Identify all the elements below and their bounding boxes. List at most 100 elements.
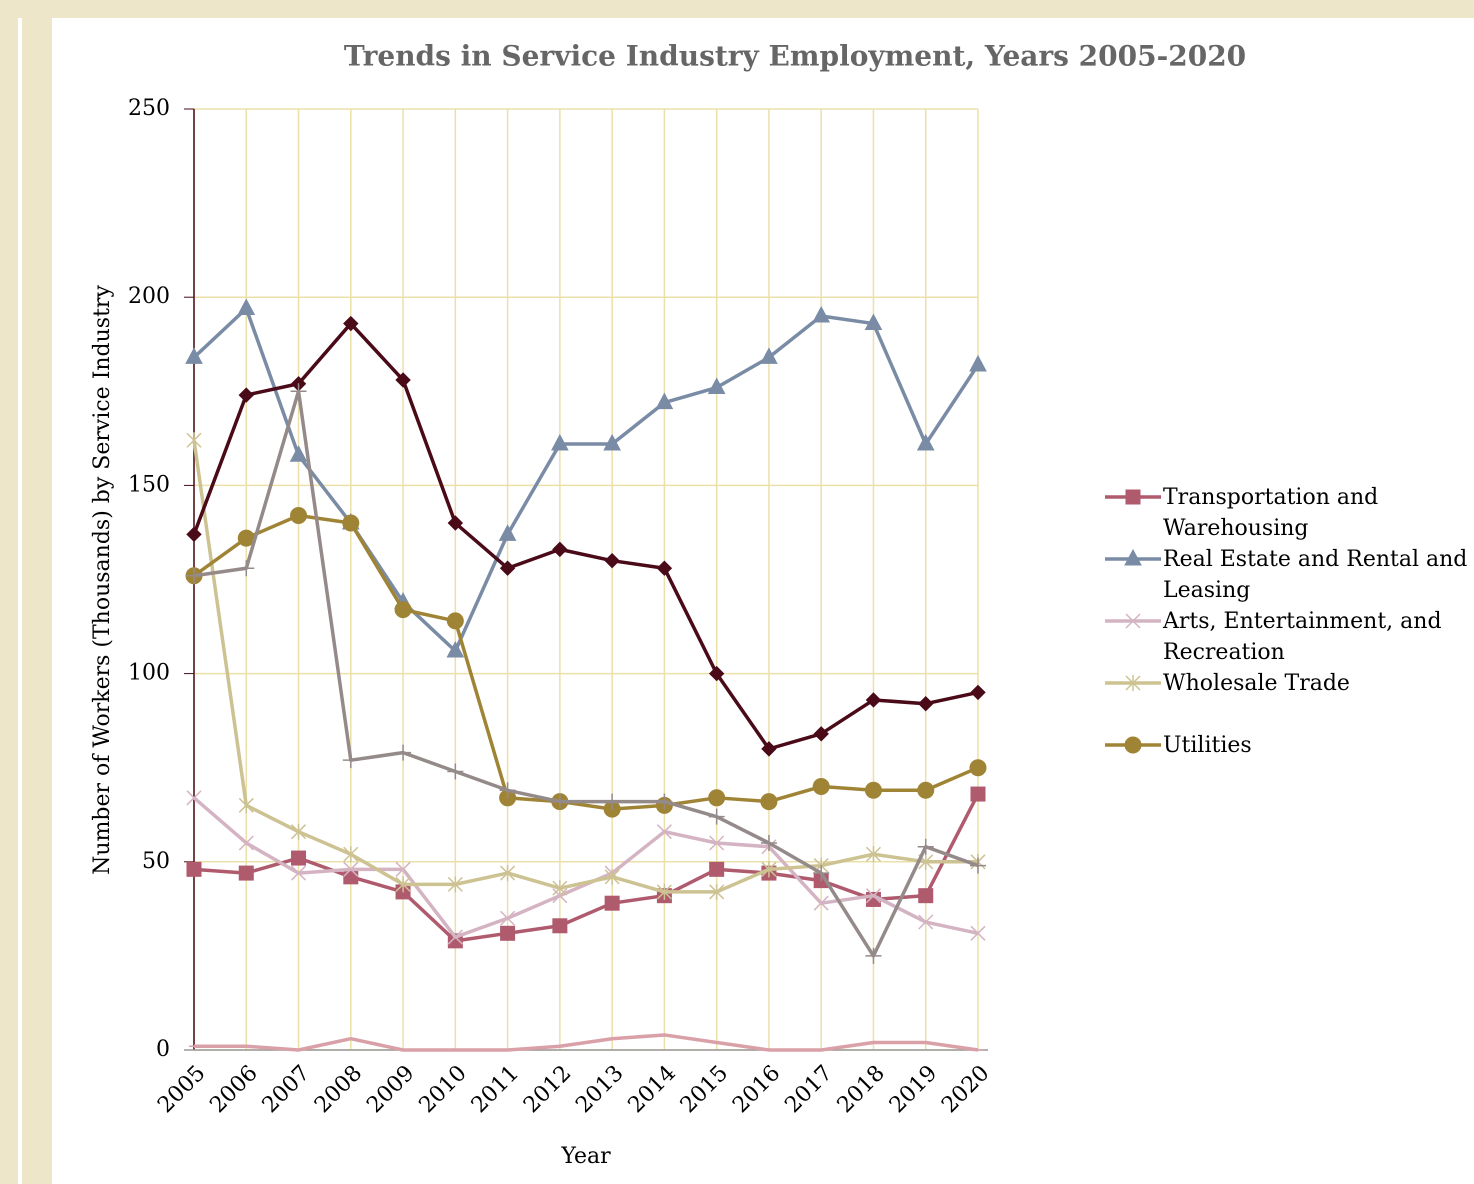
marker [916,433,935,451]
marker [864,313,883,331]
marker [604,552,620,569]
marker [969,354,987,372]
marker [604,868,620,885]
series-line [192,796,979,939]
x-tick-label: 2020 [937,1061,994,1118]
marker [447,929,463,945]
legend-item: Arts, Entertainment, and Recreation [1105,606,1474,668]
marker [1124,548,1142,566]
marker [1124,736,1142,754]
legend-label: Wholesale Trade [1163,671,1350,696]
y-tick-label: 50 [142,849,170,874]
marker [500,865,516,882]
marker [291,823,307,840]
marker [604,793,621,810]
x-tick-label: 2007 [258,1061,315,1118]
marker [498,524,517,541]
legend-swatch [1105,675,1161,691]
series-line [193,793,980,943]
legend-item: Real Estate and Rental and Leasing [1105,544,1474,606]
marker [655,392,674,410]
panel [52,18,1474,1184]
legend-swatch [1105,489,1161,505]
marker [760,347,778,364]
legend-swatch [1105,613,1161,629]
marker [970,925,986,941]
marker [1125,489,1141,505]
marker [1125,613,1141,629]
marker [970,684,986,701]
marker [813,865,830,882]
marker [552,541,568,558]
marker [500,925,516,941]
legend-item: Transportation and Warehousing [1105,482,1474,544]
marker [447,515,464,531]
x-tick-label: 2013 [571,1061,628,1118]
legend: Transportation and Warehousing Real Estat… [1105,482,1474,761]
x-tick-label: 2005 [153,1061,210,1118]
marker [760,834,777,851]
marker [709,861,725,877]
marker [551,433,569,451]
series-line [194,1033,979,1052]
marker [760,793,778,811]
marker [343,869,359,885]
marker [552,880,568,897]
y-tick-label: 200 [128,284,170,309]
legend-label: Arts, Entertainment, and Recreation [1163,609,1442,665]
marker [342,514,360,532]
marker [395,372,411,388]
marker [343,846,359,863]
marker [708,665,725,682]
marker [289,445,308,462]
marker [238,560,255,577]
x-tick-label: 2017 [780,1061,837,1118]
marker [447,763,464,780]
legend-label: Real Estate and Rental and Leasing [1163,547,1468,603]
marker [552,918,568,934]
marker [237,298,256,315]
marker [656,883,672,900]
marker [917,781,935,799]
legend-item: Wholesale Trade [1105,668,1474,699]
marker [865,692,882,708]
series-line [192,321,979,751]
marker [238,835,254,851]
x-tick-label: 2011 [467,1061,524,1118]
y-axis-title: Number of Workers (Thousands) by Service… [90,285,115,875]
y-tick-label: 150 [128,472,170,497]
marker [343,315,359,332]
x-tick-label: 2012 [519,1061,576,1118]
marker [656,824,672,840]
series-line [192,439,978,894]
marker [604,895,620,911]
marker [864,781,882,799]
marker [865,846,881,863]
legend-item: Utilities [1105,730,1474,761]
marker [708,808,725,825]
marker [656,793,673,810]
legend-label: Utilities [1163,733,1252,758]
marker [603,433,621,451]
marker [186,790,202,806]
chart-title: Trends in Service Industry Employment, Y… [344,40,1246,73]
border [18,18,22,1184]
series-line [192,306,980,653]
x-tick-label: 2019 [885,1061,942,1118]
marker [186,567,202,584]
x-tick-label: 2006 [205,1061,262,1118]
marker [186,526,202,543]
marker [185,347,203,364]
marker [918,914,934,930]
marker [812,778,830,796]
marker [290,507,308,525]
marker [395,861,411,877]
marker [709,883,725,900]
marker [394,601,412,619]
marker [499,782,516,799]
marker [1125,675,1141,691]
marker [500,910,516,926]
marker [291,850,307,866]
marker [395,876,411,893]
legend-swatch [1105,548,1161,566]
